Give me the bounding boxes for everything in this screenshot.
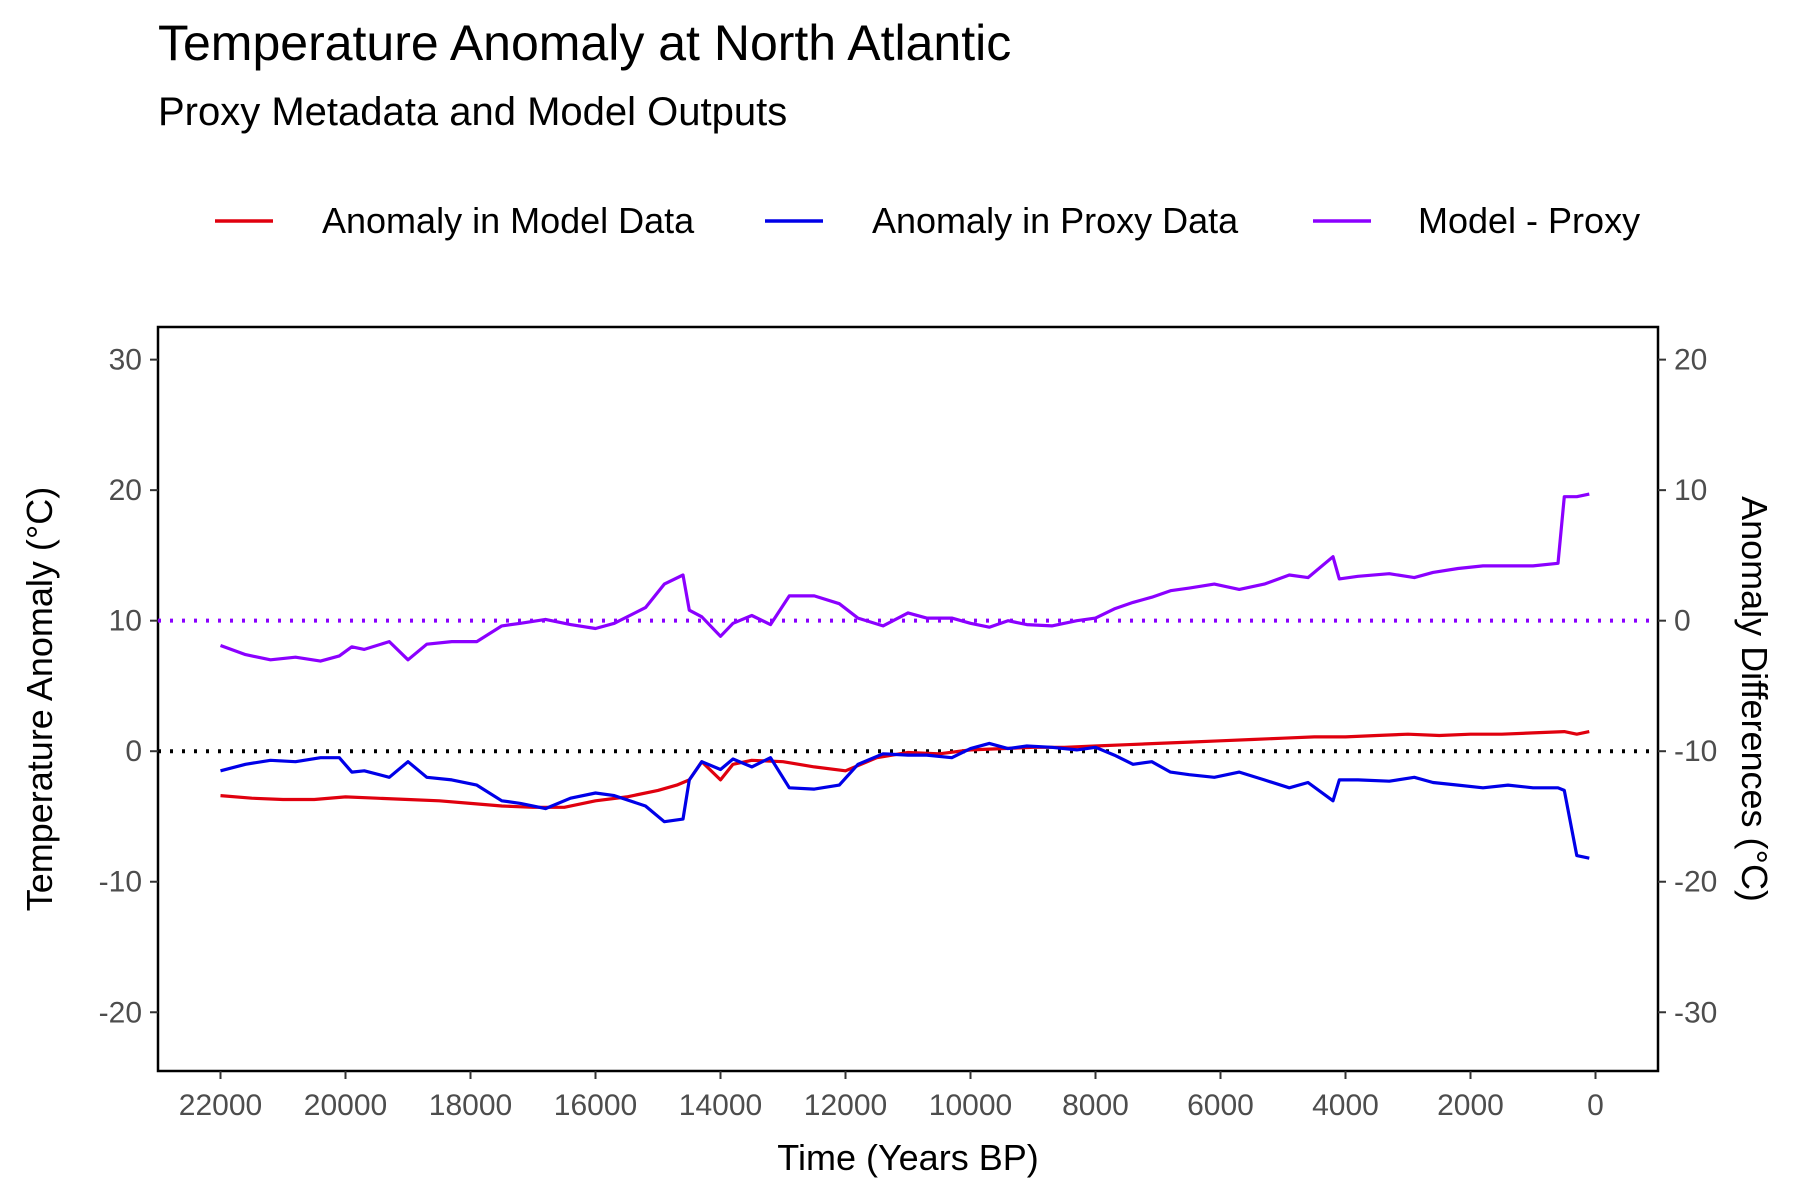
x-tick-label: 2000 bbox=[1437, 1089, 1504, 1122]
y-tick-label: 10 bbox=[109, 605, 142, 638]
x-tick-label: 12000 bbox=[804, 1089, 887, 1122]
series-layer bbox=[219, 492, 1590, 860]
y2-tick-label: 20 bbox=[1674, 344, 1707, 377]
series-line-1 bbox=[220, 741, 1590, 860]
x-tick-label: 6000 bbox=[1187, 1089, 1254, 1122]
y-axis-title: Temperature Anomaly (°C) bbox=[19, 487, 60, 912]
x-tick-label: 0 bbox=[1587, 1089, 1604, 1122]
x-tick-label: 18000 bbox=[429, 1089, 512, 1122]
y2-tick-label: -10 bbox=[1674, 735, 1717, 768]
reference-lines bbox=[158, 618, 1658, 754]
legend-label: Anomaly in Model Data bbox=[322, 200, 695, 241]
legend-label: Anomaly in Proxy Data bbox=[872, 200, 1239, 241]
y2-axis-title: Anomaly Differences (°C) bbox=[1734, 496, 1775, 902]
series-line-2 bbox=[219, 492, 1590, 663]
x-tick-label: 14000 bbox=[679, 1089, 762, 1122]
y-axis-left: 30 20 10 0 -10 -20 bbox=[99, 344, 158, 1029]
y-axis-right: 20 10 0 -10 -20 -30 bbox=[1658, 344, 1717, 1029]
x-tick-label: 20000 bbox=[304, 1089, 387, 1122]
y-tick-label: -20 bbox=[99, 996, 142, 1029]
y2-tick-label: 10 bbox=[1674, 474, 1707, 507]
chart-title: Temperature Anomaly at North Atlantic bbox=[158, 15, 1012, 71]
y-tick-label: 20 bbox=[109, 474, 142, 507]
y-tick-label: -10 bbox=[99, 866, 142, 899]
legend: Anomaly in Model Data Anomaly in Proxy Da… bbox=[215, 200, 1640, 241]
y2-tick-label: 0 bbox=[1674, 605, 1691, 638]
x-tick-label: 22000 bbox=[179, 1089, 262, 1122]
chart-subtitle: Proxy Metadata and Model Outputs bbox=[158, 90, 788, 134]
x-axis: 22000 20000 18000 16000 14000 12000 10000 8000 6… bbox=[179, 1071, 1604, 1122]
y-tick-label: 0 bbox=[125, 735, 142, 768]
y2-tick-label: -30 bbox=[1674, 996, 1717, 1029]
x-tick-label: 16000 bbox=[554, 1089, 637, 1122]
x-tick-label: 10000 bbox=[929, 1089, 1012, 1122]
x-axis-title: Time (Years BP) bbox=[777, 1137, 1038, 1178]
y-tick-label: 30 bbox=[109, 344, 142, 377]
x-tick-label: 4000 bbox=[1312, 1089, 1379, 1122]
x-tick-label: 8000 bbox=[1062, 1089, 1129, 1122]
plot-frame bbox=[156, 325, 1660, 1073]
legend-label: Model - Proxy bbox=[1418, 200, 1640, 241]
y2-tick-label: -20 bbox=[1674, 866, 1717, 899]
series-line-0 bbox=[220, 729, 1590, 809]
